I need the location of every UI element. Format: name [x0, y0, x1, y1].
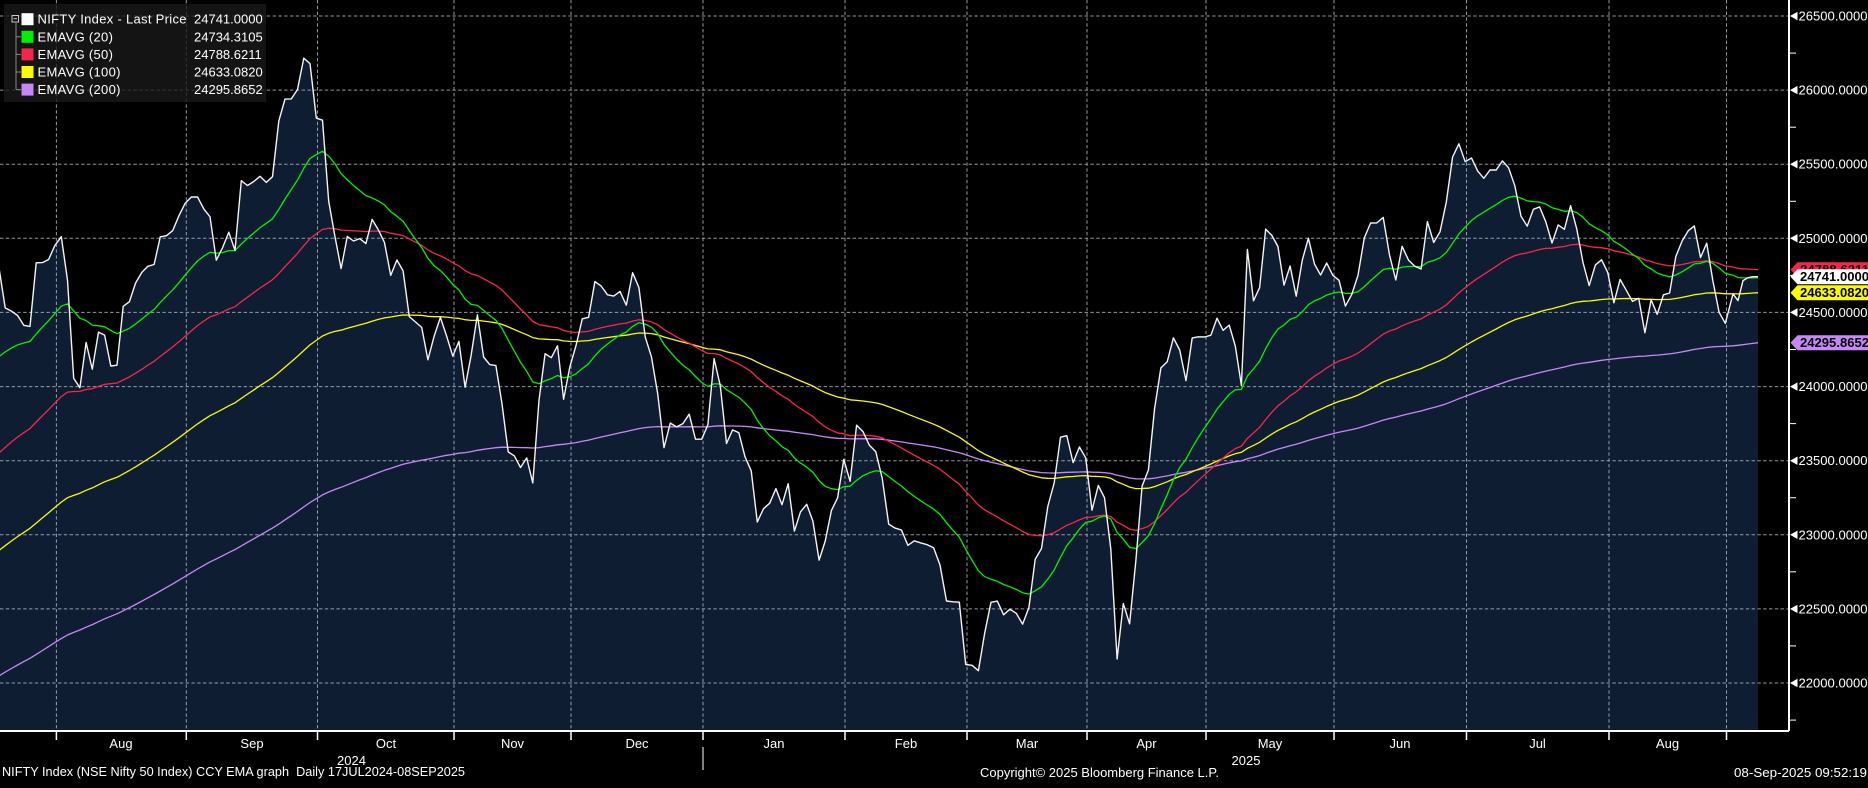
svg-text:22500.0000: 22500.0000 [1799, 601, 1868, 616]
svg-text:24741.0000: 24741.0000 [194, 12, 263, 27]
svg-text:Dec: Dec [625, 736, 649, 751]
svg-text:Oct: Oct [376, 736, 397, 751]
svg-text:24788.6211: 24788.6211 [194, 47, 262, 62]
svg-text:24633.0820: 24633.0820 [194, 65, 263, 80]
svg-text:08-Sep-2025 09:52:19: 08-Sep-2025 09:52:19 [1734, 765, 1867, 780]
svg-text:EMAVG (200): EMAVG (200) [38, 82, 121, 97]
svg-text:2025: 2025 [1232, 753, 1261, 768]
svg-text:24734.3105: 24734.3105 [194, 29, 263, 44]
svg-text:24633.0820: 24633.0820 [1800, 285, 1868, 300]
svg-text:24000.0000: 24000.0000 [1799, 379, 1868, 394]
svg-text:Nov: Nov [501, 736, 525, 751]
svg-text:Aug: Aug [1656, 736, 1679, 751]
svg-text:Copyright© 2025 Bloomberg Fina: Copyright© 2025 Bloomberg Finance L.P. [980, 765, 1219, 780]
svg-text:Jul: Jul [1529, 736, 1546, 751]
svg-text:24295.8652: 24295.8652 [194, 82, 263, 97]
svg-text:Sep: Sep [240, 736, 263, 751]
svg-text:Jan: Jan [764, 736, 785, 751]
svg-text:NIFTY Index (NSE Nifty 50 Inde: NIFTY Index (NSE Nifty 50 Index) CCY EMA… [2, 764, 465, 779]
svg-text:26000.0000: 26000.0000 [1799, 83, 1868, 98]
svg-text:23500.0000: 23500.0000 [1799, 453, 1868, 468]
svg-text:Apr: Apr [1136, 736, 1157, 751]
svg-text:24295.8652: 24295.8652 [1800, 335, 1868, 350]
svg-text:Jun: Jun [1390, 736, 1411, 751]
svg-text:NIFTY Index - Last Price: NIFTY Index - Last Price [38, 12, 187, 27]
svg-text:EMAVG (100): EMAVG (100) [38, 65, 121, 80]
svg-text:May: May [1258, 736, 1283, 751]
svg-text:Feb: Feb [895, 736, 917, 751]
svg-text:2024: 2024 [337, 753, 366, 768]
svg-text:22000.0000: 22000.0000 [1799, 676, 1868, 691]
svg-text:24500.0000: 24500.0000 [1799, 305, 1868, 320]
svg-text:23000.0000: 23000.0000 [1799, 527, 1868, 542]
svg-text:26500.0000: 26500.0000 [1799, 9, 1868, 24]
svg-text:Mar: Mar [1016, 736, 1039, 751]
svg-text:25500.0000: 25500.0000 [1799, 157, 1868, 172]
svg-text:EMAVG (50): EMAVG (50) [38, 47, 114, 62]
svg-text:Aug: Aug [109, 736, 132, 751]
svg-text:24741.0000: 24741.0000 [1800, 269, 1868, 284]
svg-text:25000.0000: 25000.0000 [1799, 231, 1868, 246]
svg-text:EMAVG (20): EMAVG (20) [38, 29, 114, 44]
